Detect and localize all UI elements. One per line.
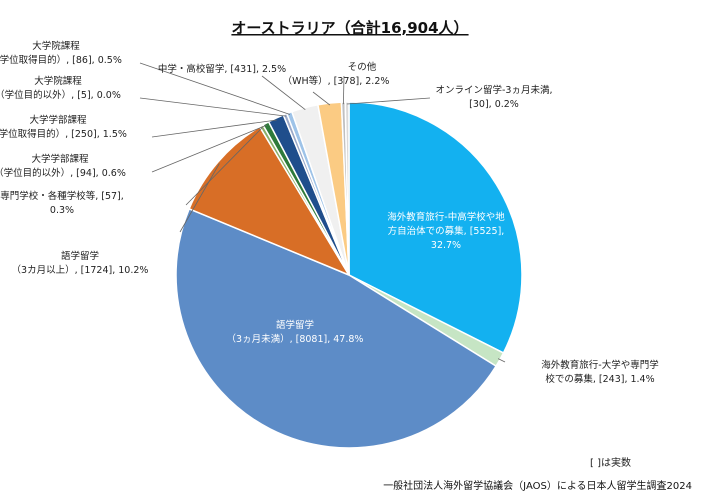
leader-line — [312, 91, 331, 106]
leader-line — [139, 62, 291, 115]
slice-label-line: 大学院課程 — [32, 40, 80, 52]
chart-source: 一般社団法人海外留学協議会（JAOS）による日本人留学生調査2024 — [383, 479, 692, 492]
slice-label: 語学留学 （3ヵ月未満）, [8081], 47.8% — [227, 319, 364, 345]
slice-label: 専門学校・各種学校等, [57], 0.3% — [0, 190, 124, 216]
leader-line — [347, 97, 431, 105]
leader-line — [179, 163, 220, 233]
slice-label-line: （学位取得目的）, [86], 0.5% — [0, 54, 122, 66]
slice-label: 海外教育旅行-大学や専門学校での募集, [243], 1.4% — [541, 359, 658, 385]
slice-label: 大学院課程 （学位目的以外）, [5], 0.0% — [0, 75, 121, 101]
leader-line — [497, 358, 506, 363]
slice-label-line: （WH等）, [378], 2.2% — [283, 75, 390, 87]
pie-slices — [175, 101, 523, 449]
slice-label: その他 — [348, 61, 377, 73]
slice-label-line: （3カ月以上）, [1724], 10.2% — [12, 264, 149, 276]
slice-label: 中学・高校留学, [431], 2.5% — [158, 63, 286, 75]
leader-lines — [139, 62, 506, 363]
slice-label-line: （学位目的以外）, [94], 0.6% — [0, 167, 126, 179]
slice-label-line: 方自治体での募集, [5525], — [388, 225, 505, 237]
leader-line — [151, 124, 267, 173]
slice-label-line: （学位目的以外）, [5], 0.0% — [0, 89, 121, 101]
leader-line — [261, 75, 306, 111]
slice-label: （WH等）, [378], 2.2% — [283, 75, 390, 87]
slice-label-line: 0.3% — [50, 205, 74, 216]
slice-label-line: オンライン留学-3ヵ月未満, — [436, 84, 553, 96]
slice-label-line: （3ヵ月未満）, [8081], 47.8% — [227, 333, 364, 345]
slice-label: オンライン留学-3ヵ月未満, [30], 0.2% — [436, 84, 553, 110]
leader-line — [185, 127, 263, 206]
slice-label-line: [30], 0.2% — [469, 99, 519, 110]
slice-label-line: 大学院課程 — [34, 75, 82, 87]
slice-label-line: 専門学校・各種学校等, [57], — [0, 190, 124, 202]
leader-line — [151, 119, 277, 138]
slice-label-line: 語学留学 — [276, 319, 314, 331]
chart-title: オーストラリア（合計16,904人） — [231, 19, 468, 37]
slice-label-line: （学位取得目的）, [250], 1.5% — [0, 128, 127, 140]
slice-label-line: 大学学部課程 — [29, 114, 87, 126]
pie-slice — [344, 101, 350, 276]
slice-label: 大学院課程 （学位取得目的）, [86], 0.5% — [0, 40, 122, 66]
pie-slice — [175, 207, 498, 449]
slice-label: 海外教育旅行-中高学校や地方自治体での募集, [5525], 32.7% — [387, 211, 505, 251]
slice-label: 語学留学 （3カ月以上）, [1724], 10.2% — [12, 250, 149, 276]
pie-slice — [348, 101, 523, 354]
slice-label: 大学学部課程 （学位目的以外）, [94], 0.6% — [0, 153, 126, 179]
slice-label-line: 大学学部課程 — [31, 153, 89, 165]
chart-note: [ ]は実数 — [590, 456, 631, 469]
slice-label-line: 校での募集, [243], 1.4% — [545, 373, 654, 385]
leader-line — [343, 75, 345, 105]
slice-label-line: 中学・高校留学, [431], 2.5% — [158, 63, 286, 75]
slice-label-line: 語学留学 — [61, 250, 99, 262]
slice-label-line: 32.7% — [431, 240, 461, 251]
slice-label-line: 海外教育旅行-大学や専門学 — [541, 359, 658, 371]
slice-label-line: その他 — [348, 61, 377, 73]
slice-labels: 海外教育旅行-中高学校や地方自治体での募集, [5525], 32.7%海外教育旅… — [0, 40, 659, 385]
slice-label: 大学学部課程 （学位取得目的）, [250], 1.5% — [0, 114, 127, 140]
leader-line — [139, 97, 286, 117]
slice-label-line: 海外教育旅行-中高学校や地 — [387, 211, 505, 223]
